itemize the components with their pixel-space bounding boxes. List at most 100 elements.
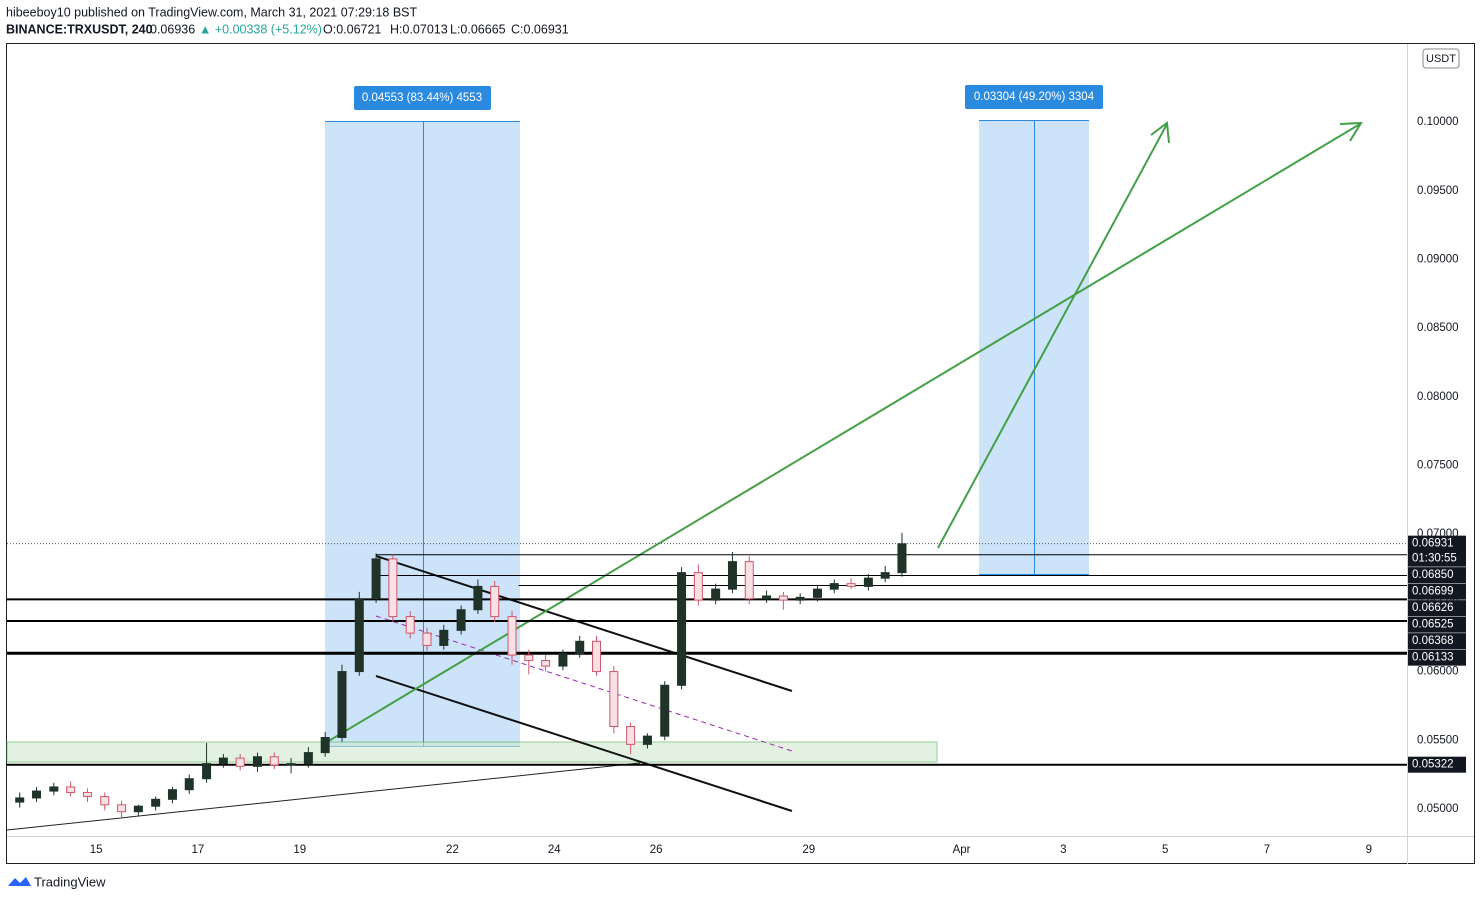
y-tick-label: 0.05000 [1417,803,1459,815]
candle-body [727,561,737,590]
measure-label-box [965,85,1103,109]
candle-body [320,736,330,754]
candle-body [575,640,585,655]
candle-body [354,598,364,673]
candle-body [218,757,228,765]
candle-body [100,796,110,806]
y-tick-label: 0.06000 [1417,666,1459,678]
candle-body [677,572,687,686]
candle-body [744,561,754,600]
candle-body [15,797,25,803]
candle-body [490,585,500,618]
demand-zone [6,741,938,763]
price-tag-bg [1408,649,1466,666]
candle-body [117,804,127,813]
price-tag-bg [1408,550,1466,567]
candle-body [184,778,194,791]
measure-label: 0.04553 (83.44%) 4553 [362,92,482,104]
candle-body [303,752,313,765]
header-open: O:0.06721 [323,22,381,36]
brand-logo [8,877,31,886]
channel-line [375,555,793,692]
candle-body [405,616,415,634]
candle-body [286,763,296,766]
candle-body [880,572,890,579]
arrow-head [1150,121,1170,144]
candle-body [711,588,721,601]
candle-body [133,805,143,813]
y-tick-label: 0.08500 [1417,322,1459,334]
price-tag: 0.06850 [1412,569,1454,581]
header-published: hibeeboy10 published on TradingView.com,… [6,5,418,19]
price-tag: 0.06626 [1412,602,1454,614]
arrow-head [1339,121,1363,142]
price-tag: 0.05322 [1412,759,1454,771]
candle-body [439,629,449,646]
header-change: ▲ +0.00338 (+5.12%) [199,22,322,36]
candle-body [32,790,42,799]
candle-body [660,684,670,737]
candle-body [541,660,551,667]
x-tick-label: 5 [1162,844,1168,856]
candle-body [863,577,873,587]
candle-body [829,583,839,590]
candle-body [202,763,212,780]
trendline [6,762,641,831]
header-close: C:0.06931 [511,22,569,36]
y-tick-label: 0.07500 [1417,460,1459,472]
price-tag: 01:30:55 [1412,553,1457,565]
candle-body [609,671,619,728]
candle-body [693,572,703,601]
candle-body [371,558,381,600]
candle-body [626,726,636,745]
candle-body [269,756,279,766]
x-tick-label: Apr [953,844,971,856]
candle-body [846,583,856,587]
measure-label-box [354,86,491,110]
x-tick-label: 15 [90,844,103,856]
y-tick-label: 0.05500 [1417,734,1459,746]
x-tick-label: 19 [293,844,306,856]
measure-label: 0.03304 (49.20%) 3304 [974,91,1095,103]
candle-body [82,791,92,798]
price-tag: 0.06699 [1412,586,1454,598]
x-tick-label: 9 [1366,844,1372,856]
candle-body [778,595,788,601]
candle-body [235,757,245,767]
header-low: L:0.06665 [450,22,506,36]
projection-arrow [321,123,1361,746]
candle-body [812,588,822,598]
candle-body [473,585,483,611]
brand: TradingView [34,874,106,889]
price-tag-bg [1408,616,1466,633]
projection-arrow [937,123,1168,549]
currency-badge [1422,48,1460,69]
candle-body [337,671,347,738]
candle-body [456,609,466,631]
candle-body [762,595,772,600]
price-tag-bg [1408,756,1466,773]
header-last: 0.06936 [150,22,195,36]
price-tag-bg [1408,600,1466,617]
price-tag: 0.06525 [1412,619,1454,631]
price-tag-bg [1408,633,1466,650]
candle-body [592,640,602,673]
candle-body [167,789,177,800]
currency: USDT [1426,53,1456,65]
price-tag: 0.06931 [1412,538,1454,550]
y-tick-label: 0.09000 [1417,253,1459,265]
x-tick-label: 3 [1060,844,1066,856]
candle-body [795,596,805,601]
candle-body [897,543,907,574]
candle-body [151,798,161,807]
candle-body [507,616,517,656]
x-tick-label: 17 [192,844,205,856]
x-tick-label: 26 [650,844,663,856]
candle-body [388,558,398,618]
candle-body [558,653,568,667]
x-tick-label: 7 [1264,844,1270,856]
frame [6,43,1475,864]
candle-body [524,654,534,662]
